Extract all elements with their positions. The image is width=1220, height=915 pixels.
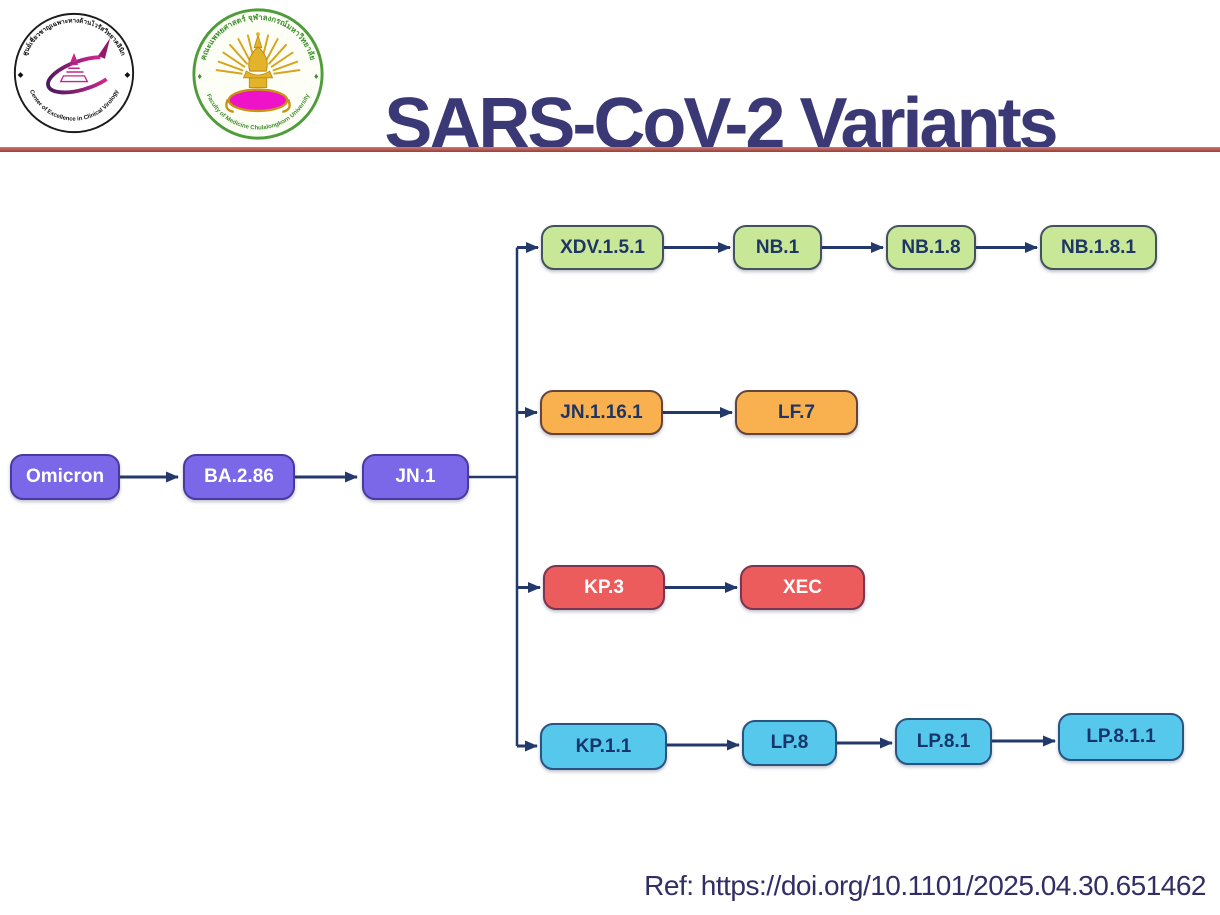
logo-ring	[13, 12, 135, 134]
node-xdv-1-5-1: XDV.1.5.1	[541, 225, 664, 270]
logo-ring	[192, 8, 324, 140]
reference-text[interactable]: Ref: https://doi.org/10.1101/2025.04.30.…	[644, 870, 1206, 901]
node-nb-1: NB.1	[733, 225, 822, 270]
coe-clinical-virology-logo: ศูนย์เชี่ยวชาญเฉพาะทางด้านไวรัสวิทยาคลิน…	[13, 12, 135, 134]
slide-title: SARS-CoV-2 Variants	[384, 84, 1058, 165]
diamond-icon: ♦	[314, 71, 319, 81]
node-nb-1-8-1: NB.1.8.1	[1040, 225, 1157, 270]
sunburst-rays	[215, 33, 301, 75]
node-xec: XEC	[740, 565, 865, 610]
phra-kiao-emblem	[215, 32, 301, 114]
node-lp-8-1: LP.8.1	[895, 718, 992, 765]
diamond-icon: ♦	[197, 71, 202, 81]
node-kp-1-1: KP.1.1	[540, 723, 667, 770]
pink-cushion	[227, 88, 289, 113]
diamond-icon: ◆	[18, 70, 25, 79]
node-lf-7: LF.7	[735, 390, 858, 435]
node-ba-2-86: BA.2.86	[183, 454, 295, 500]
node-lp-8-1-1: LP.8.1.1	[1058, 713, 1184, 761]
node-kp-3: KP.3	[543, 565, 665, 610]
node-lp-8: LP.8	[742, 720, 837, 766]
node-jn-1-16-1: JN.1.16.1	[540, 390, 663, 435]
node-nb-1-8: NB.1.8	[886, 225, 976, 270]
node-omicron: Omicron	[10, 454, 120, 500]
chula-medicine-logo: คณะแพทยศาสตร์ จุฬาลงกรณ์มหาวิทยาลัย Facu…	[192, 8, 324, 140]
jn1-branch-spine	[469, 247, 519, 746]
pagoda-glyph	[59, 52, 89, 83]
diamond-icon: ◆	[124, 70, 131, 79]
node-jn-1: JN.1	[362, 454, 469, 500]
virology-swoosh-emblem	[46, 37, 111, 95]
header-divider	[0, 147, 1220, 152]
